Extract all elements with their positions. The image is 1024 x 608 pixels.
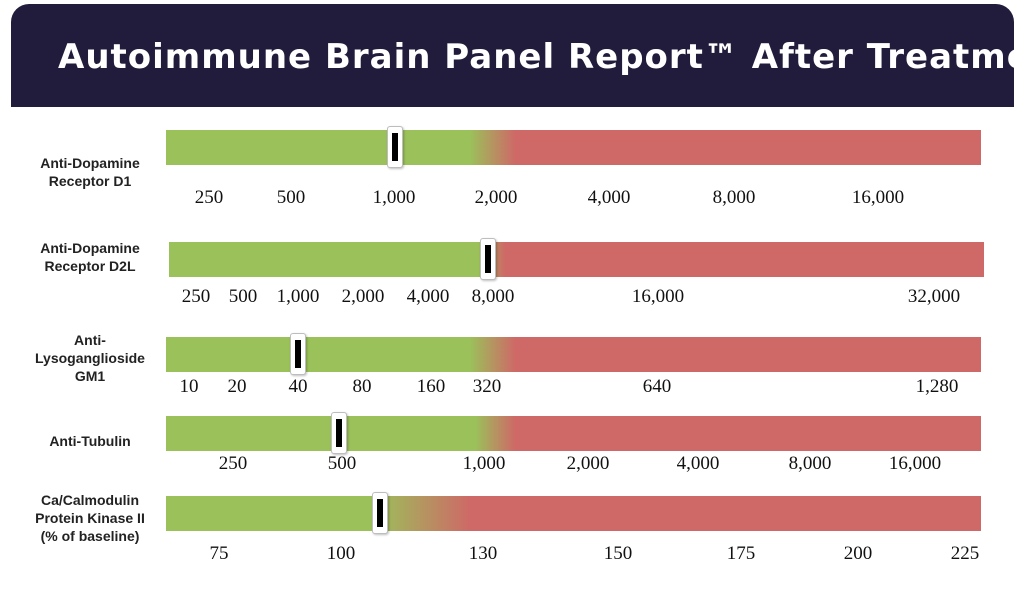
result-marker xyxy=(290,333,306,375)
tick-label: 2,000 xyxy=(474,187,518,208)
tick-label: 250 xyxy=(218,453,248,474)
tick-label: 16,000 xyxy=(851,187,905,208)
result-marker xyxy=(480,238,496,280)
header-banner: Autoimmune Brain Panel Report™ After Tre… xyxy=(11,4,1024,107)
row-label: Ca/Calmodulin Protein Kinase II (% of base… xyxy=(35,492,145,544)
tick-label: 16,000 xyxy=(888,453,942,474)
tick-label: 640 xyxy=(642,376,672,397)
tick-label: 10 xyxy=(179,376,199,397)
tick-label: 150 xyxy=(603,543,633,564)
tick-label: 250 xyxy=(181,286,211,307)
tick-label: 175 xyxy=(726,543,756,564)
page-title: Autoimmune Brain Panel Report™ After Tre… xyxy=(58,37,1024,77)
result-marker xyxy=(372,492,388,534)
tick-label: 80 xyxy=(352,376,372,397)
row-label: Anti-Tubulin xyxy=(49,433,131,449)
row-label: Anti-Dopamine Receptor D1 xyxy=(40,155,140,189)
row-label: Anti-Dopamine Receptor D2L xyxy=(40,240,140,274)
tick-label: 4,000 xyxy=(406,286,450,307)
row-label: Anti- Lysoganglioside GM1 xyxy=(35,332,145,384)
tick-label: 4,000 xyxy=(676,453,720,474)
tick-label: 2,000 xyxy=(341,286,385,307)
tick-label: 32,000 xyxy=(907,286,961,307)
tick-label: 20 xyxy=(227,376,247,397)
range-bar xyxy=(166,130,981,165)
result-marker xyxy=(387,126,403,168)
tick-label: 40 xyxy=(288,376,308,397)
tick-label: 16,000 xyxy=(631,286,685,307)
tick-label: 130 xyxy=(468,543,498,564)
tick-label: 160 xyxy=(416,376,446,397)
tick-label: 500 xyxy=(327,453,357,474)
tick-label: 8,000 xyxy=(712,187,756,208)
tick-label: 75 xyxy=(209,543,229,564)
range-bar xyxy=(166,496,981,531)
tick-label: 1,000 xyxy=(462,453,506,474)
range-bar xyxy=(166,416,981,451)
tick-label: 1,000 xyxy=(372,187,416,208)
tick-label: 225 xyxy=(950,543,980,564)
tick-label: 8,000 xyxy=(471,286,515,307)
tick-label: 500 xyxy=(276,187,306,208)
tick-label: 8,000 xyxy=(788,453,832,474)
tick-label: 1,280 xyxy=(915,376,959,397)
tick-label: 200 xyxy=(843,543,873,564)
tick-label: 1,000 xyxy=(276,286,320,307)
tick-label: 250 xyxy=(194,187,224,208)
tick-label: 2,000 xyxy=(566,453,610,474)
result-marker xyxy=(331,412,347,454)
tick-label: 500 xyxy=(228,286,258,307)
tick-label: 4,000 xyxy=(587,187,631,208)
range-bar xyxy=(169,242,984,277)
tick-label: 100 xyxy=(326,543,356,564)
range-bar xyxy=(166,337,981,372)
tick-label: 320 xyxy=(472,376,502,397)
